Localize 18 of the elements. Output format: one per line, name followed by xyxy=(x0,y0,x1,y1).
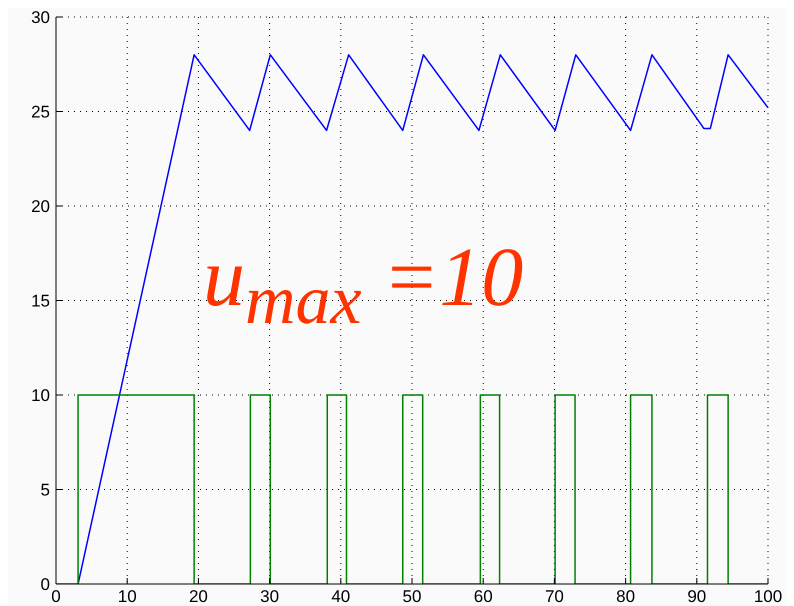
x-tick-label: 20 xyxy=(188,587,208,606)
x-tick-label: 40 xyxy=(331,587,350,606)
line-series xyxy=(77,54,768,584)
y-tick-label: 10 xyxy=(31,386,50,406)
x-tick-label: 90 xyxy=(687,587,706,606)
x-tick-label: 10 xyxy=(118,587,137,606)
annotation: u$_{max}$ =10 xyxy=(203,231,524,339)
y-tick-label: 25 xyxy=(31,102,50,122)
x-tick-label: 100 xyxy=(754,587,782,606)
y-tick-label: 15 xyxy=(31,292,50,311)
x-tick-label: 70 xyxy=(544,587,564,606)
x-tick-label: 50 xyxy=(402,587,422,606)
y-tick-label: 20 xyxy=(31,197,50,216)
x-tick-label: 30 xyxy=(260,587,280,606)
x-tick-label: 80 xyxy=(616,587,636,606)
x-tick-label: 60 xyxy=(474,587,493,606)
y-tick-label: 5 xyxy=(40,480,50,500)
y-tick-label: 30 xyxy=(31,8,50,28)
